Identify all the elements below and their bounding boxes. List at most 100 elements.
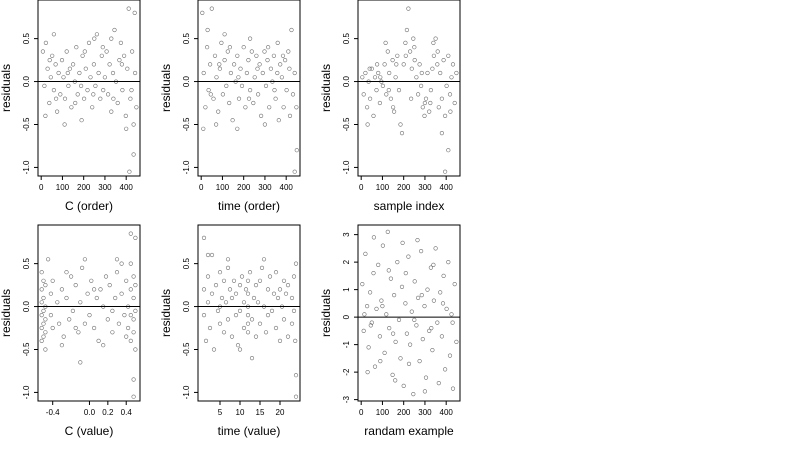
- data-point: [235, 343, 241, 348]
- data-point: [124, 278, 129, 283]
- data-point: [55, 300, 60, 305]
- data-point: [441, 273, 446, 279]
- data-point: [236, 96, 242, 101]
- data-point: [62, 122, 67, 127]
- data-point: [272, 87, 277, 93]
- data-point: [74, 45, 79, 50]
- data-point: [399, 284, 405, 290]
- data-point: [452, 282, 457, 287]
- data-point: [225, 265, 231, 271]
- data-point: [279, 75, 285, 80]
- data-point: [387, 326, 392, 331]
- data-point: [403, 40, 408, 46]
- data-point: [406, 6, 411, 11]
- data-point: [380, 83, 386, 88]
- data-point: [262, 122, 268, 127]
- data-point: [133, 347, 138, 352]
- data-point: [50, 53, 55, 58]
- data-point: [450, 386, 456, 391]
- data-point: [414, 75, 419, 80]
- data-point: [114, 257, 120, 262]
- data-point: [379, 298, 384, 303]
- data-point: [205, 252, 211, 258]
- data-point: [372, 75, 378, 80]
- data-point: [223, 300, 229, 305]
- data-point: [119, 62, 124, 67]
- data-point: [257, 278, 263, 283]
- data-point: [133, 235, 138, 240]
- data-point: [265, 287, 271, 292]
- data-point: [48, 313, 54, 318]
- data-point: [248, 87, 253, 93]
- y-tick-label: -0.5: [342, 117, 351, 131]
- data-point: [367, 66, 372, 71]
- data-point: [86, 40, 92, 46]
- data-point: [209, 6, 214, 11]
- data-point: [89, 278, 94, 283]
- data-point: [360, 75, 365, 80]
- data-point: [428, 100, 433, 106]
- y-tick-label: 0.5: [22, 33, 31, 45]
- data-point: [439, 334, 445, 339]
- data-point: [39, 325, 44, 331]
- data-point: [131, 152, 136, 157]
- data-point: [430, 66, 435, 71]
- data-point: [430, 348, 435, 353]
- data-point: [245, 330, 251, 335]
- data-point: [110, 330, 115, 335]
- data-point: [225, 49, 230, 54]
- data-point: [68, 274, 74, 279]
- data-point: [76, 330, 81, 335]
- data-point: [265, 313, 271, 318]
- y-axis-label: residuals: [159, 64, 173, 112]
- data-point: [41, 334, 46, 339]
- data-point: [289, 27, 294, 33]
- data-point: [253, 283, 259, 288]
- data-point: [128, 96, 133, 101]
- y-tick-label: 0.0: [342, 75, 351, 87]
- data-point: [371, 271, 376, 276]
- data-point: [62, 96, 68, 101]
- y-tick-label: -1.0: [22, 160, 31, 174]
- data-point: [293, 394, 299, 399]
- data-point: [82, 49, 87, 54]
- x-tick-label: -0.4: [46, 408, 60, 417]
- data-point: [243, 105, 248, 110]
- data-point: [112, 27, 117, 33]
- data-point: [43, 113, 48, 118]
- data-point: [41, 308, 46, 314]
- data-point: [78, 83, 84, 88]
- x-tick-label: 0: [39, 183, 44, 192]
- data-point: [416, 295, 421, 301]
- data-point: [374, 87, 379, 93]
- data-point: [378, 359, 383, 364]
- data-point: [425, 70, 430, 76]
- data-point: [50, 278, 55, 283]
- data-point: [368, 96, 373, 101]
- data-point: [227, 100, 232, 106]
- data-point: [380, 243, 386, 248]
- y-tick-label: -0.5: [182, 342, 191, 356]
- data-point: [281, 105, 286, 110]
- data-point: [81, 96, 87, 101]
- data-point: [386, 268, 391, 273]
- data-point: [126, 325, 131, 331]
- data-point: [238, 66, 243, 71]
- data-point: [214, 75, 219, 80]
- data-point: [292, 70, 297, 76]
- data-point: [380, 304, 385, 309]
- data-point: [260, 70, 265, 76]
- data-point: [67, 317, 72, 322]
- data-point: [229, 295, 235, 301]
- data-point: [393, 378, 398, 383]
- data-point: [245, 313, 251, 318]
- data-point: [419, 293, 424, 298]
- panel-randam-example: 0 100 200 300 400 -3 -2 -1 0 1 2 3 randam example res…: [319, 224, 461, 438]
- data-point: [392, 109, 397, 114]
- data-point: [116, 321, 121, 326]
- data-point: [96, 70, 101, 76]
- data-point: [77, 70, 82, 76]
- data-point: [277, 338, 283, 344]
- data-point: [217, 62, 222, 67]
- data-point: [200, 10, 205, 15]
